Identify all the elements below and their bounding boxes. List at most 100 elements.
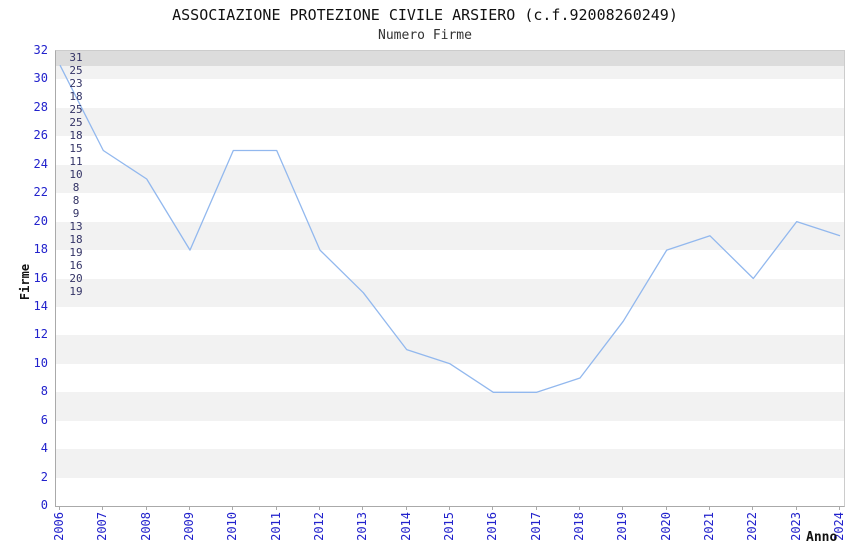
y-tick-label: 8	[40, 384, 48, 399]
x-tick-label: 2021	[702, 512, 716, 541]
x-tick-mark	[145, 506, 147, 510]
grid-band	[56, 449, 844, 478]
gridline	[56, 55, 844, 56]
gridline	[56, 63, 844, 64]
x-tick-mark	[795, 506, 797, 510]
gridline	[56, 58, 844, 59]
x-tick-label: 2006	[52, 512, 66, 541]
x-tick-mark	[319, 506, 320, 510]
x-tick-mark	[189, 506, 190, 510]
gridline	[56, 61, 844, 62]
value-label: 25	[69, 64, 83, 77]
value-label: 8	[72, 194, 80, 207]
grid-band	[56, 164, 844, 194]
gridline	[56, 65, 844, 66]
x-tick-label: 2013	[355, 512, 370, 541]
gridline	[56, 53, 844, 54]
x-tick-label: 2016	[485, 512, 500, 541]
chart-title: ASSOCIAZIONE PROTEZIONE CIVILE ARSIERO (…	[172, 6, 678, 24]
value-label: 20	[69, 272, 83, 285]
y-tick-label: 2	[40, 469, 48, 484]
y-tick-label: 18	[33, 242, 48, 257]
gridline	[56, 57, 844, 58]
value-label: 31	[69, 51, 83, 64]
x-tick-mark	[709, 506, 710, 510]
grid-band	[56, 278, 844, 307]
gridline	[56, 59, 844, 60]
grid-band	[56, 335, 844, 364]
y-tick-label: 32	[33, 43, 48, 57]
x-tick-label: 2019	[615, 512, 630, 541]
x-tick-label: 2023	[788, 512, 803, 541]
x-tick-mark	[59, 506, 60, 510]
value-label: 25	[69, 103, 83, 116]
gridline	[56, 62, 844, 63]
value-label: 10	[69, 168, 83, 181]
x-tick-label: 2012	[312, 512, 326, 541]
value-label: 16	[69, 259, 83, 272]
x-tick-mark	[232, 506, 234, 510]
x-tick-mark	[535, 506, 537, 510]
grid-band	[56, 107, 844, 137]
x-tick-mark	[492, 506, 494, 510]
gridline	[56, 54, 844, 55]
value-label: 11	[69, 155, 83, 168]
value-label: 18	[69, 129, 83, 142]
y-tick-label: 0	[40, 498, 48, 512]
value-label: 25	[69, 116, 83, 129]
y-tick-label: 12	[33, 327, 48, 342]
value-label: 19	[69, 285, 83, 298]
series-polyline	[59, 64, 841, 393]
x-tick-label: 2018	[572, 512, 586, 541]
gridline	[56, 52, 844, 53]
value-labels: 31 25 23 18 25 25 18 15 11 10 8 8 9 13 18 19 16 20 19	[56, 51, 96, 298]
x-tick-label: 2015	[442, 512, 456, 541]
chart-subtitle: Numero Firme	[378, 28, 472, 43]
value-label: 19	[69, 246, 83, 259]
x-tick-mark	[579, 506, 580, 510]
grid-band	[56, 392, 844, 421]
value-label: 9	[72, 207, 80, 220]
x-tick-mark	[665, 506, 667, 510]
x-tick-label: 2014	[398, 512, 413, 541]
x-tick-label: 2017	[528, 512, 543, 541]
y-tick-label: 20	[33, 213, 48, 228]
background-bands	[56, 51, 844, 506]
y-tick-label: 26	[33, 128, 48, 143]
y-tick-label: 4	[40, 441, 48, 456]
x-tick-mark	[622, 506, 624, 510]
value-label: 13	[69, 220, 83, 233]
gridline	[56, 60, 844, 61]
x-tick-mark	[839, 506, 840, 510]
gridlines	[56, 51, 844, 66]
value-label: 18	[69, 90, 83, 103]
value-label: 8	[72, 181, 80, 194]
x-tick-mark	[102, 506, 104, 510]
x-tick-mark	[449, 506, 450, 510]
x-tick-label: 2010	[225, 512, 240, 541]
x-tick-label: 2009	[182, 512, 196, 541]
data-line	[59, 64, 841, 393]
x-tick-label: 2022	[745, 512, 760, 541]
x-tick-label: 2020	[658, 512, 673, 541]
value-label: 18	[69, 233, 83, 246]
y-tick-label: 24	[33, 156, 48, 171]
x-tick-mark	[275, 506, 277, 510]
y-tick-label: 10	[33, 355, 48, 370]
y-tick-label: 28	[33, 99, 48, 114]
gridline	[56, 51, 844, 52]
x-tick-mark	[362, 506, 364, 510]
x-tick-label: 2008	[138, 512, 153, 541]
x-tick-mark	[405, 506, 407, 510]
y-tick-label: 16	[33, 270, 48, 285]
plot-area: 31 25 23 18 25 25 18 15 11 10 8 8 9 13 18 19 16 20 19	[55, 50, 845, 507]
y-tick-label: 6	[40, 412, 48, 427]
value-label: 15	[69, 142, 83, 155]
y-tick-label: 30	[33, 71, 48, 86]
x-tick-mark	[752, 506, 754, 510]
gridline	[56, 56, 844, 57]
x-axis-title: Anno	[806, 530, 838, 545]
x-tick-label: 2007	[95, 512, 110, 541]
y-tick-label: 22	[33, 185, 48, 200]
